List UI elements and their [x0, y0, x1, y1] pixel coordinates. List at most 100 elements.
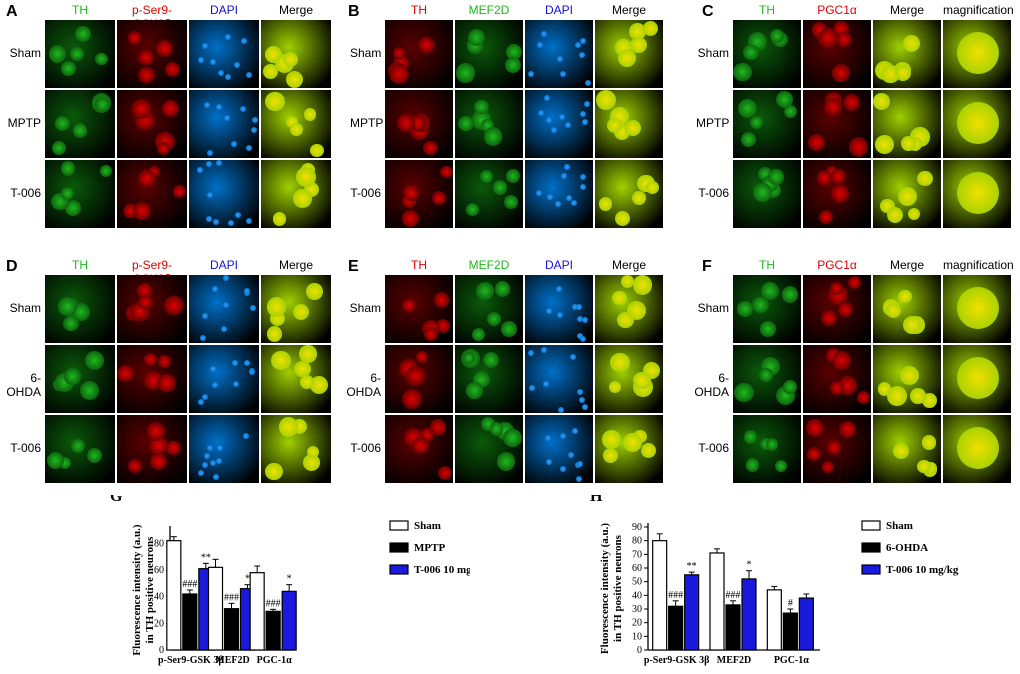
row-label: 6-OHDA [694, 371, 729, 399]
cell-blob [462, 352, 476, 365]
cell-blob [127, 30, 142, 45]
micrograph-tile [525, 90, 593, 158]
cell-blob [240, 106, 247, 113]
cell-blob [535, 189, 542, 196]
cell-blob [209, 365, 216, 372]
channel-label: DAPI [544, 258, 573, 272]
cell-blob [563, 163, 570, 170]
micrograph-tile [261, 345, 331, 413]
channel-label: magnification [943, 3, 1014, 17]
channel-label: MEF2D [468, 3, 510, 17]
cell-blob [848, 137, 868, 157]
cell-blob [252, 117, 259, 124]
cell-blob [529, 384, 536, 391]
channel-label: DAPI [544, 3, 573, 17]
significance-mark: # [788, 598, 793, 609]
cell-blob [437, 466, 452, 481]
cell-blob [212, 382, 219, 389]
cell-blob [555, 285, 562, 292]
cell-blob [149, 452, 167, 470]
micrograph-tile [803, 90, 871, 158]
cell-blob [557, 55, 564, 62]
micrograph-tile [525, 275, 593, 343]
cell-blob [528, 350, 535, 357]
cell-blob [302, 454, 320, 472]
cell-blob [598, 197, 613, 211]
cell-blob [902, 34, 921, 52]
y-axis-label: Fluorescence intensity (a.u.) [599, 523, 611, 655]
cell-blob [265, 462, 283, 481]
y-tick-label: 20 [632, 618, 642, 629]
legend-entry: MPTP [414, 542, 445, 554]
cell-blob [743, 44, 759, 61]
micrograph-tile [117, 20, 187, 88]
cell-blob [633, 275, 653, 295]
cell-blob [416, 351, 429, 364]
cell-blob [307, 445, 320, 458]
cell-blob [203, 102, 210, 109]
cell-blob [166, 440, 181, 456]
cell-blob [458, 116, 474, 132]
channel-label: Merge [889, 3, 924, 17]
cell-blob [559, 71, 566, 78]
cell-blob [734, 382, 754, 403]
cell-blob [222, 302, 229, 309]
cell-blob [69, 47, 84, 62]
micrograph-tile [189, 415, 259, 483]
cell-blob [584, 101, 591, 108]
cell-blob [581, 317, 588, 324]
cell-blob [271, 350, 291, 371]
cell-blob [423, 140, 438, 156]
legend-swatch [861, 520, 881, 531]
cell-blob [761, 282, 780, 301]
cell-blob [127, 459, 142, 474]
cell-blob [806, 446, 821, 461]
cell-blob [157, 373, 176, 393]
micrograph-tile [261, 90, 331, 158]
y-tick-label: 90 [632, 522, 642, 533]
significance-mark: * [287, 574, 292, 585]
micrograph-tile [733, 345, 801, 413]
cell-blob [278, 416, 299, 437]
micrograph-tile [595, 345, 663, 413]
cell-blob [249, 368, 256, 375]
cell-blob [411, 437, 430, 455]
micrograph-tile [189, 90, 259, 158]
row-label: Sham [349, 301, 381, 315]
micrograph-tile [873, 20, 941, 88]
micrograph-tile [595, 415, 663, 483]
cell-blob [431, 191, 446, 206]
cell-blob [64, 368, 81, 385]
cell-blob [290, 122, 304, 136]
cell-blob [808, 133, 826, 151]
cell-blob [246, 72, 253, 79]
row-label: MPTP [696, 116, 730, 130]
cell-blob [893, 442, 909, 459]
y-axis-label: Fluorescence intensity (a.u.) [131, 524, 143, 656]
legend-entry: 6-OHDA [886, 542, 928, 554]
cell-blob [551, 126, 558, 133]
cell-blob [565, 121, 572, 128]
micrograph-tile [45, 415, 115, 483]
micrograph-tile [803, 415, 871, 483]
cell-blob [285, 70, 303, 88]
micrograph-tile [595, 160, 663, 228]
legend-swatch [389, 564, 409, 575]
x-tick-label: PGC-1α [774, 655, 809, 666]
cell-blob [296, 166, 317, 187]
cell-blob [816, 170, 833, 186]
cell-blob [579, 38, 586, 45]
micrograph-tile [455, 90, 523, 158]
micrograph-tile [733, 415, 801, 483]
cell-blob [246, 145, 253, 152]
cell-blob [768, 169, 784, 185]
cell-blob [620, 275, 635, 289]
legend-entry: T-006 10 mg/kg [886, 564, 959, 576]
cell-blob [501, 320, 518, 337]
cell-blob [72, 122, 88, 138]
cell-blob [575, 42, 582, 49]
channel-label: TH [72, 3, 88, 17]
micrograph-tile [733, 90, 801, 158]
cell-blob [559, 433, 566, 440]
significance-mark: * [747, 560, 752, 571]
